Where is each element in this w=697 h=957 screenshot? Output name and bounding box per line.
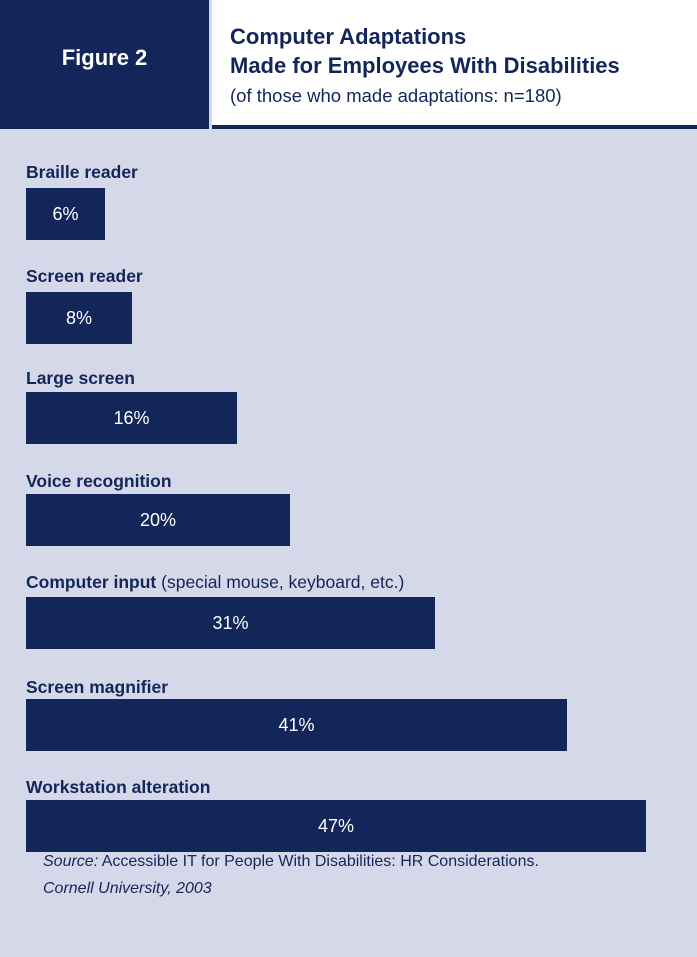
chart-subtitle: (of those who made adaptations: n=180) [230,85,562,106]
bar-value-label-screen-reader: 8% [65,308,92,328]
category-label-computer-input: Computer input (special mouse, keyboard,… [26,572,404,593]
category-label-large-screen: Large screen [26,368,135,389]
bar-screen-reader [26,292,132,344]
category-label-main: Screen magnifier [26,677,168,697]
category-label-voice-recognition: Voice recognition [26,471,172,492]
category-label-main: Workstation alteration [26,777,211,797]
category-label-screen-magnifier: Screen magnifier [26,677,168,698]
bar-large-screen [26,392,237,444]
bar-value-label-large-screen: 16% [113,408,150,428]
bar-screen-magnifier [26,699,567,751]
bar-value-label-screen-magnifier: 41% [278,715,315,735]
chart-title-line2: Made for Employees With Disabilities [230,53,620,78]
bar-voice-recognition [26,494,290,546]
header-rule [212,125,697,129]
category-label-main: Computer input [26,572,157,592]
bar-value-label-workstation-alteration: 47% [317,816,355,836]
category-label-main: Screen reader [26,266,143,286]
source-text: Accessible IT for People With Disabiliti… [98,853,539,870]
category-label-workstation-alteration: Workstation alteration [26,777,210,798]
bar-workstation-alteration [26,800,646,852]
source-line2: Cornell University, 2003 [43,880,212,897]
category-label-main: Braille reader [26,162,138,182]
bar-value-label-computer-input: 31% [212,613,249,633]
category-label-screen-reader: Screen reader [26,266,143,287]
category-label-note: (special mouse, keyboard, etc.) [156,572,405,592]
bar-value-label-braille-reader: 6% [52,204,79,224]
title-box: Computer Adaptations Made for Employees … [212,0,697,125]
figure-number-box: Figure 2 [0,0,209,129]
chart-title-line1: Computer Adaptations [230,24,467,49]
source-line1: Source: Accessible IT for People With Di… [43,848,539,875]
category-label-main: Voice recognition [26,471,172,491]
figure-header: Figure 2 Computer Adaptations Made for E… [0,0,697,129]
bar-computer-input [26,597,435,649]
category-label-main: Large screen [26,368,135,388]
category-label-braille-reader: Braille reader [26,162,138,183]
source-note: Source: Accessible IT for People With Di… [43,848,539,902]
bar-value-label-voice-recognition: 20% [139,510,177,530]
figure-label: Figure 2 [61,45,148,70]
bar-braille-reader [26,188,105,240]
source-prefix: Source: [43,853,99,870]
